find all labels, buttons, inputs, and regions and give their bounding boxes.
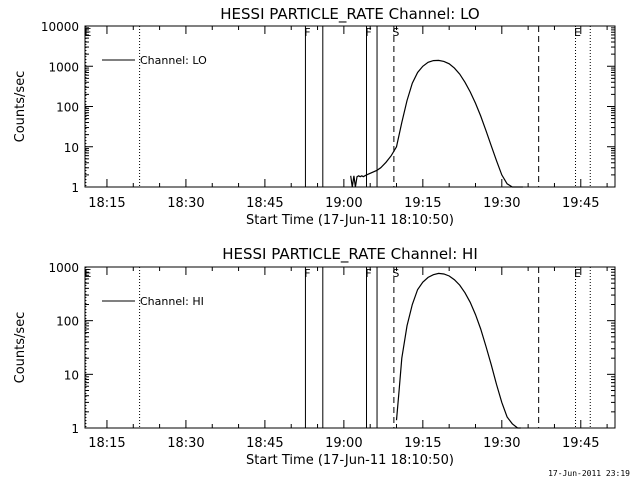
x-tick-label: 18:45 xyxy=(246,196,283,211)
plot-frame xyxy=(84,25,616,188)
y-tick-label: 10 xyxy=(64,368,79,382)
x-tick-label: 18:30 xyxy=(167,196,204,211)
y-tick-label: 1000 xyxy=(48,60,79,74)
event-marker-label: F xyxy=(304,267,310,280)
x-tick-label: 18:30 xyxy=(167,436,204,451)
y-tick-label: 1 xyxy=(71,422,79,436)
x-axis-label: Start Time (17-Jun-11 18:10:50) xyxy=(246,453,454,468)
chart-panel-hi: HESSI PARTICLE_RATE Channel: HI 1 10 100 100… xyxy=(13,245,616,468)
legend-label: Channel: HI xyxy=(140,295,204,308)
footer-timestamp: 17-Jun-2011 23:19 xyxy=(548,469,630,478)
plot-frame xyxy=(84,266,616,429)
y-tick-label: 1 xyxy=(71,181,79,195)
x-tick-label: 19:00 xyxy=(325,196,362,211)
event-marker-label: F xyxy=(304,26,310,39)
event-marker-label: F xyxy=(365,267,371,280)
y-tick-label: 10 xyxy=(64,141,79,155)
series-line xyxy=(350,59,523,188)
event-marker-label: E xyxy=(84,267,91,280)
x-tick-label: 19:30 xyxy=(483,196,520,211)
y-tick-label: 10000 xyxy=(41,20,79,34)
x-tick-label: 19:45 xyxy=(562,196,599,211)
chart-title: HESSI PARTICLE_RATE Channel: HI xyxy=(222,245,478,264)
x-tick-label: 19:15 xyxy=(404,196,441,211)
event-marker-label: E xyxy=(84,26,91,39)
x-tick-label: 18:45 xyxy=(246,436,283,451)
chart-title: HESSI PARTICLE_RATE Channel: LO xyxy=(220,5,479,24)
legend-label: Channel: LO xyxy=(140,54,207,67)
y-axis-label: Counts/sec xyxy=(13,312,28,384)
series-line xyxy=(395,272,521,429)
x-tick-label: 18:15 xyxy=(88,436,125,451)
x-tick-label: 19:00 xyxy=(325,436,362,451)
x-axis-label: Start Time (17-Jun-11 18:10:50) xyxy=(246,213,454,228)
x-tick-label: 18:15 xyxy=(88,196,125,211)
event-marker-label: S xyxy=(392,267,399,280)
event-marker-label: S xyxy=(392,26,399,39)
event-marker-label: F xyxy=(365,26,371,39)
x-tick-label: 19:15 xyxy=(404,436,441,451)
chart-panel-lo: HESSI PARTICLE_RATE Channel: LO 1 10 100 100… xyxy=(13,5,616,228)
event-marker-label: E xyxy=(574,267,581,280)
event-marker-label: E xyxy=(574,26,581,39)
x-tick-label: 19:30 xyxy=(483,436,520,451)
x-tick-label: 19:45 xyxy=(562,436,599,451)
y-tick-label: 100 xyxy=(56,101,79,115)
y-tick-label: 100 xyxy=(56,315,79,329)
y-axis-label: Counts/sec xyxy=(13,71,28,143)
y-tick-label: 1000 xyxy=(48,261,79,275)
